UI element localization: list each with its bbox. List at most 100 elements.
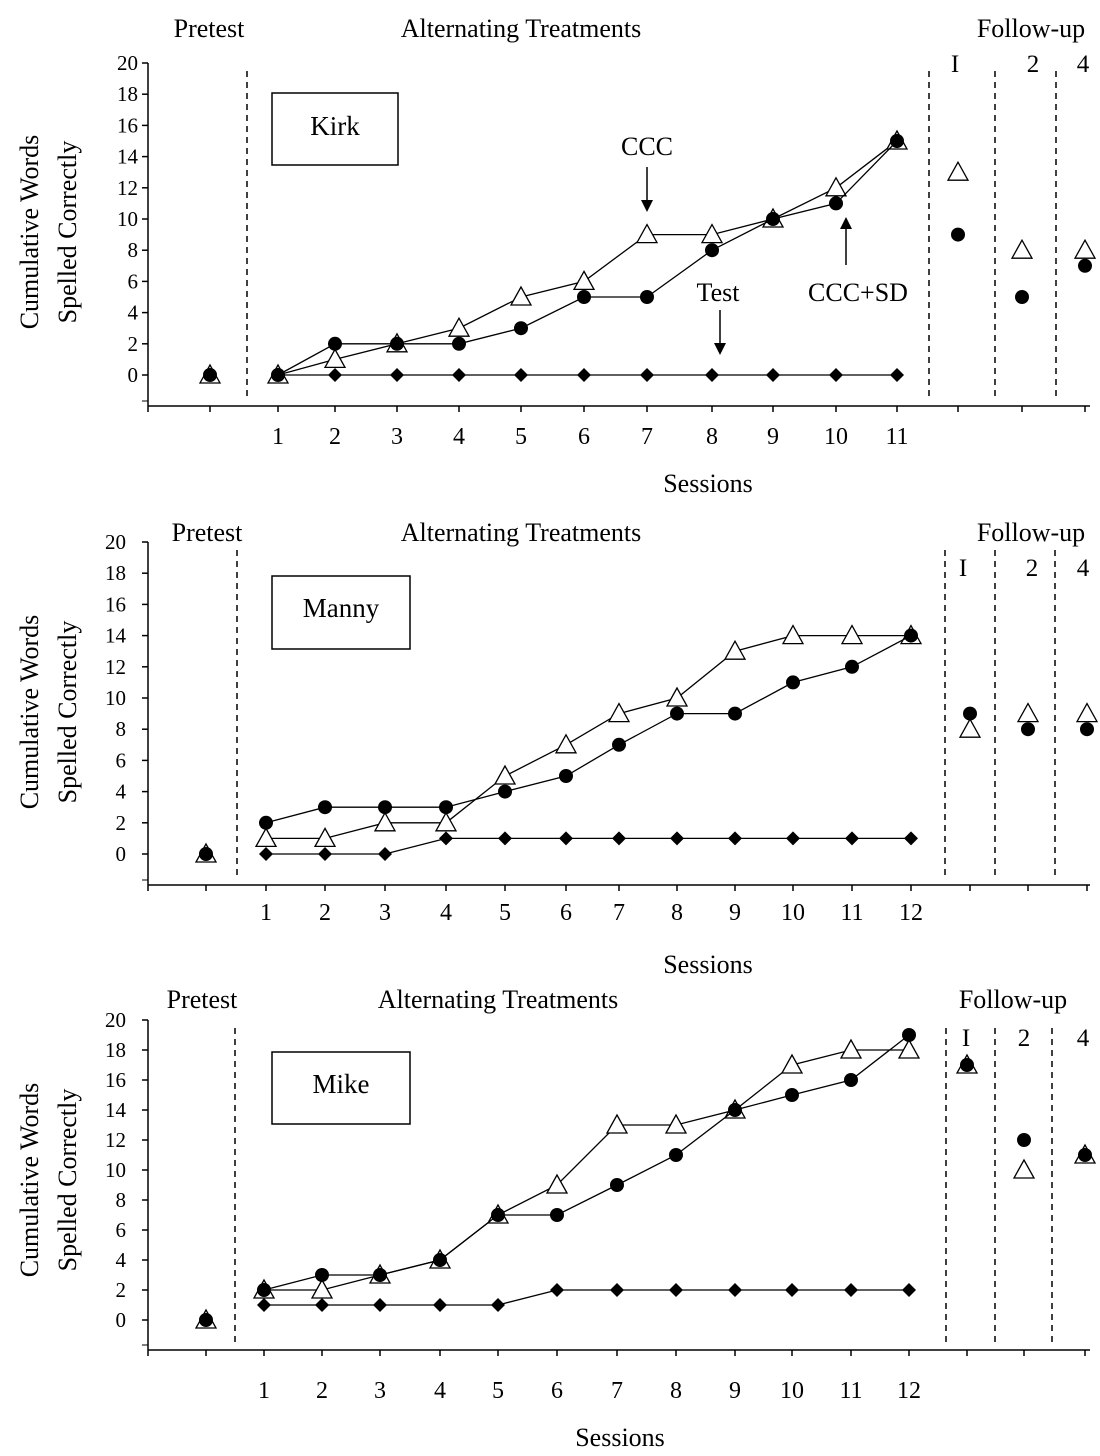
diamond-point bbox=[669, 1283, 683, 1297]
y-axis-label: Cumulative Words bbox=[15, 615, 44, 810]
diamond-point bbox=[433, 1298, 447, 1312]
panel-mike: Pretest Alternating Treatments Follow-up 0 2… bbox=[15, 985, 1097, 1452]
y-tick-label: 16 bbox=[105, 1068, 126, 1092]
participant-name: Mike bbox=[313, 1069, 370, 1099]
y-tick-label: 14 bbox=[117, 145, 139, 169]
x-tick-label: 5 bbox=[499, 900, 511, 926]
circle-point bbox=[259, 815, 273, 830]
diamond-point bbox=[829, 368, 843, 382]
diamond-point bbox=[491, 1298, 505, 1312]
annotation-ccc-sd: CCC+SD bbox=[808, 278, 908, 307]
triangle-point bbox=[664, 1113, 688, 1134]
y-axis-label: Spelled Correctly bbox=[53, 141, 82, 324]
y-tick-label: 0 bbox=[116, 1308, 127, 1332]
diamond-point bbox=[670, 831, 684, 846]
y-tick-label: 8 bbox=[128, 238, 139, 262]
triangle-point bbox=[607, 702, 631, 723]
circle-point bbox=[728, 706, 742, 721]
diamond-point bbox=[640, 368, 654, 382]
diamond-point bbox=[902, 1283, 916, 1297]
circle-point bbox=[904, 628, 918, 643]
x-tick-label: 3 bbox=[379, 900, 391, 926]
annotation-arrowhead bbox=[714, 343, 726, 355]
y-axis-label: Cumulative Words bbox=[15, 135, 44, 330]
y-tick-label: 20 bbox=[105, 530, 126, 554]
circle-series-line bbox=[265, 635, 912, 824]
diamond-point bbox=[257, 1298, 271, 1312]
x-tick-label: 2 bbox=[319, 900, 331, 926]
y-tick-label: 0 bbox=[128, 363, 139, 387]
participant-box bbox=[271, 1051, 411, 1125]
diamond-point bbox=[328, 368, 342, 382]
circle-point bbox=[829, 196, 843, 211]
x-tick-label: 10 bbox=[780, 1378, 804, 1404]
diamond-point bbox=[498, 831, 512, 846]
pretest-label: Pretest bbox=[167, 985, 239, 1014]
triangle-point bbox=[310, 1278, 334, 1299]
triangle-point bbox=[323, 348, 347, 369]
circle-point bbox=[1080, 722, 1094, 737]
triangle-point bbox=[1012, 1158, 1036, 1179]
diamond-series-line bbox=[266, 837, 911, 855]
circle-point bbox=[612, 737, 626, 752]
circle-point bbox=[559, 769, 573, 783]
triangle-point bbox=[665, 686, 689, 707]
y-tick-label: 12 bbox=[105, 655, 126, 679]
y-tick-label: 14 bbox=[105, 624, 127, 648]
diamond-point bbox=[705, 368, 719, 382]
diamond-point bbox=[378, 847, 392, 861]
circle-point bbox=[199, 1313, 213, 1327]
circle-point bbox=[1078, 258, 1092, 273]
y-tick-label: 2 bbox=[116, 811, 127, 835]
treatment-label: Alternating Treatments bbox=[378, 985, 618, 1014]
y-tick-label: 4 bbox=[116, 780, 127, 804]
y-tick-label: 12 bbox=[105, 1128, 126, 1152]
triangle-point bbox=[572, 270, 596, 291]
x-axis-label: Sessions bbox=[575, 1423, 665, 1452]
circle-point bbox=[550, 1208, 564, 1222]
triangle-point bbox=[897, 1038, 921, 1059]
triangle-point bbox=[313, 827, 337, 848]
triangle-point bbox=[958, 717, 982, 738]
circle-point bbox=[1015, 290, 1029, 304]
circle-point bbox=[1021, 722, 1035, 737]
x-tick-label: 4 bbox=[453, 424, 465, 450]
circle-point bbox=[433, 1253, 447, 1267]
circle-point bbox=[785, 1088, 799, 1102]
y-tick-label: 18 bbox=[117, 82, 138, 106]
diamond-point bbox=[612, 831, 626, 846]
x-tick-label: 3 bbox=[391, 424, 403, 450]
triangle-point bbox=[373, 811, 397, 832]
followup-week-label: 2 bbox=[1018, 1025, 1031, 1052]
circle-point bbox=[728, 1103, 742, 1117]
x-tick-label: 6 bbox=[578, 424, 590, 450]
y-tick-label: 16 bbox=[117, 113, 138, 137]
diamond-point bbox=[785, 1283, 799, 1297]
circle-point bbox=[670, 706, 684, 721]
diamond-point bbox=[559, 831, 573, 846]
triangle-point bbox=[447, 316, 471, 337]
x-tick-label: 4 bbox=[440, 900, 452, 926]
diamond-point bbox=[514, 368, 528, 382]
triangle-point bbox=[554, 733, 578, 754]
x-tick-label: 8 bbox=[706, 424, 718, 450]
x-axis-label: Sessions bbox=[663, 950, 753, 979]
followup-week-label: 2 bbox=[1026, 555, 1039, 582]
y-tick-label: 14 bbox=[105, 1098, 127, 1122]
diamond-point bbox=[373, 1298, 387, 1312]
y-tick-label: 6 bbox=[116, 1218, 127, 1242]
circle-point bbox=[491, 1208, 505, 1222]
y-tick-label: 2 bbox=[128, 332, 139, 356]
diamond-point bbox=[439, 831, 453, 846]
diamond-point bbox=[766, 368, 780, 382]
y-tick-label: 6 bbox=[128, 269, 139, 293]
circle-point bbox=[669, 1148, 683, 1162]
circle-point bbox=[373, 1268, 387, 1282]
y-tick-label: 8 bbox=[116, 1188, 127, 1212]
diamond-point bbox=[259, 847, 273, 861]
y-axis-label: Spelled Correctly bbox=[53, 621, 82, 804]
triangle-point bbox=[635, 223, 659, 244]
triangle-series-line bbox=[264, 1049, 909, 1291]
x-tick-label: 6 bbox=[560, 900, 572, 926]
